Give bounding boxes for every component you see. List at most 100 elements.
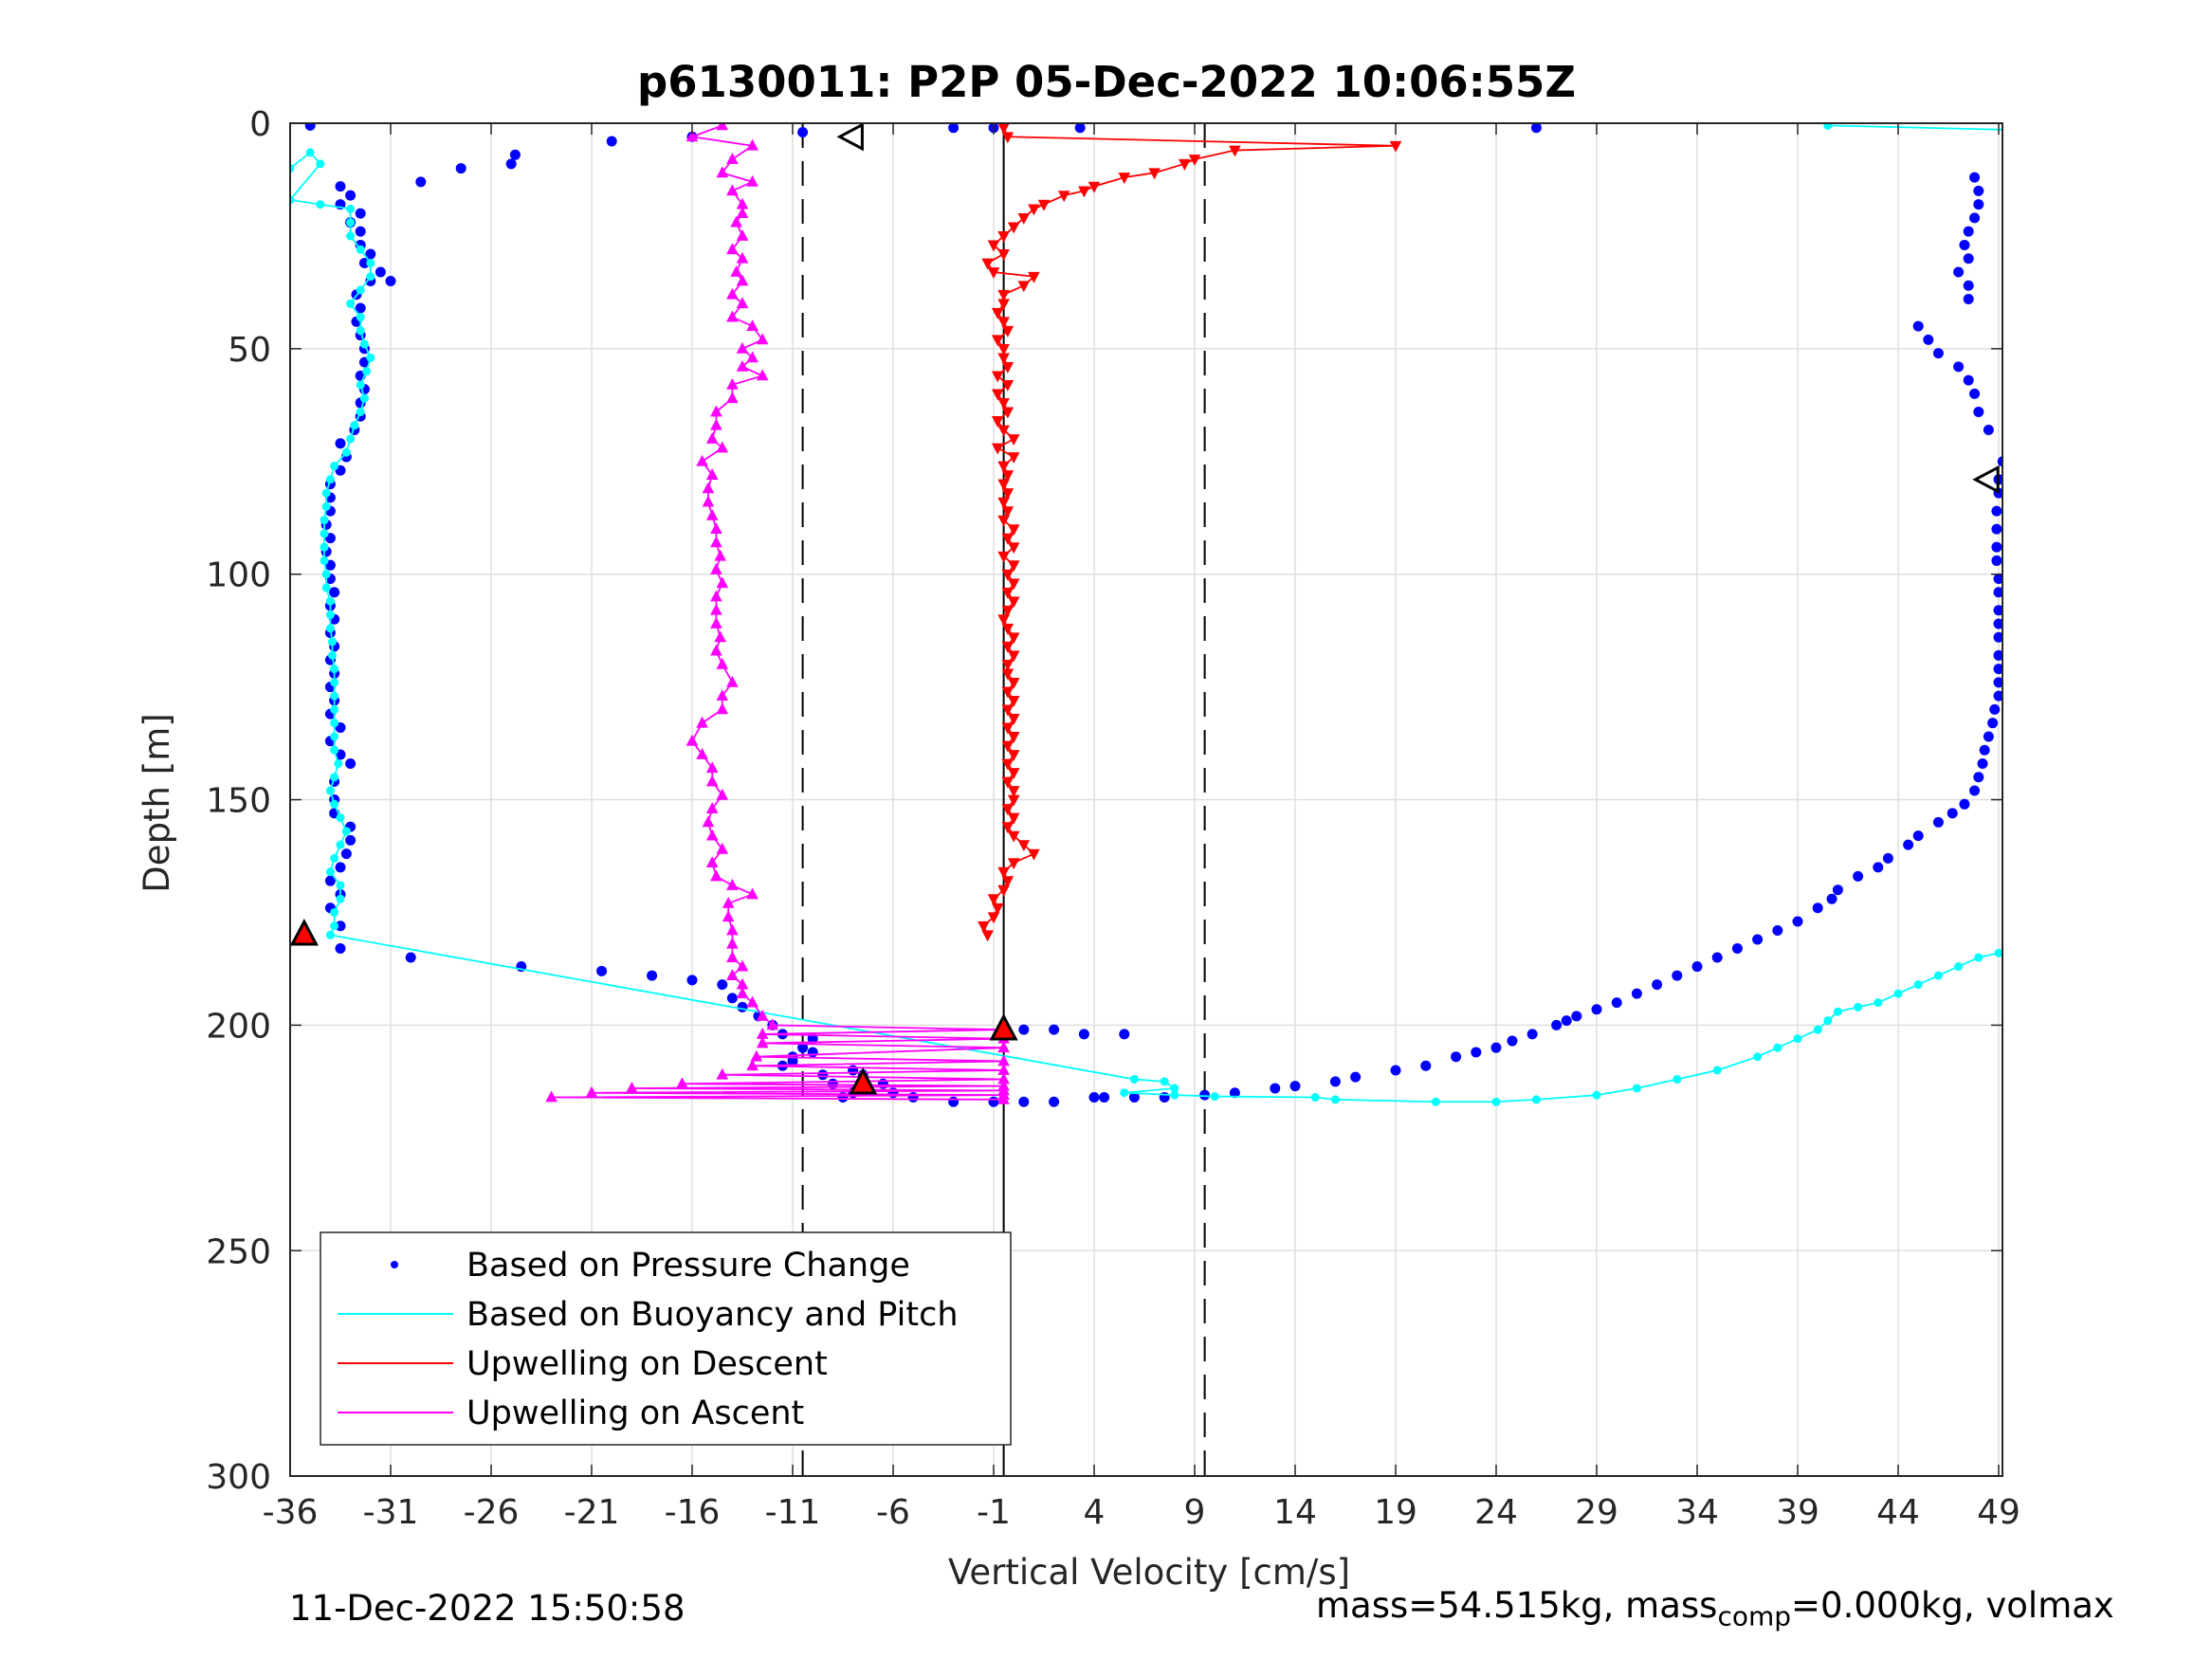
data-point <box>1118 173 1131 185</box>
data-point <box>1001 506 1015 519</box>
data-point <box>756 1009 769 1021</box>
data-point <box>991 335 1004 347</box>
data-point <box>1074 123 1086 134</box>
data-point <box>1028 848 1040 861</box>
data-point <box>1969 785 1981 796</box>
legend-label: Upwelling on Descent <box>466 1345 828 1383</box>
data-point <box>702 482 715 494</box>
data-point <box>1017 281 1031 293</box>
legend-box <box>320 1231 1012 1446</box>
legend-swatch <box>391 1261 398 1268</box>
data-point <box>981 930 994 942</box>
data-point <box>385 275 396 286</box>
data-point <box>585 1085 598 1098</box>
x-tick-label: 49 <box>1977 1493 2020 1532</box>
data-point <box>1983 731 1994 742</box>
data-point <box>686 734 699 746</box>
data-point <box>1526 1029 1538 1040</box>
data-point <box>696 747 708 759</box>
data-point <box>686 975 698 986</box>
data-point <box>356 313 365 322</box>
data-point <box>341 827 351 836</box>
data-point <box>335 862 346 873</box>
data-point <box>736 274 749 286</box>
data-point <box>324 875 336 886</box>
data-point <box>710 536 722 548</box>
data-point <box>366 353 375 362</box>
data-point <box>702 495 715 507</box>
data-point <box>736 251 749 264</box>
data-point <box>948 123 960 134</box>
x-tick-label: -16 <box>665 1493 721 1532</box>
data-point <box>797 1042 809 1053</box>
data-point <box>948 1096 960 1107</box>
data-point <box>710 562 722 574</box>
data-point <box>991 416 1004 428</box>
data-point <box>710 590 722 602</box>
data-point <box>1993 605 2002 616</box>
data-point <box>290 164 295 173</box>
data-point <box>375 266 386 278</box>
data-point <box>1953 361 1965 373</box>
data-point <box>1001 569 1015 581</box>
data-point <box>341 447 351 457</box>
x-tick-label: 24 <box>1474 1493 1518 1532</box>
data-point <box>817 1069 829 1081</box>
data-point <box>626 1081 638 1093</box>
data-point <box>1752 934 1764 945</box>
data-point <box>1431 1097 1440 1106</box>
data-point <box>997 299 1010 311</box>
data-point <box>356 326 365 336</box>
data-point <box>1691 961 1703 973</box>
data-point <box>1490 1042 1502 1053</box>
x-tick-label: -36 <box>263 1493 319 1532</box>
data-point <box>1210 1092 1219 1102</box>
data-point <box>746 174 759 187</box>
data-point <box>1001 659 1015 671</box>
data-point <box>730 264 742 277</box>
data-point <box>1007 578 1020 591</box>
data-point <box>334 758 343 768</box>
data-point <box>346 218 356 228</box>
data-point <box>716 689 729 702</box>
data-point <box>1007 596 1020 609</box>
event-marker <box>836 122 864 152</box>
data-point <box>997 289 1010 301</box>
data-point <box>710 405 722 417</box>
data-point <box>1551 1019 1563 1030</box>
data-point <box>716 166 729 178</box>
data-point <box>1389 140 1402 153</box>
data-point <box>997 866 1010 879</box>
data-point <box>716 788 729 800</box>
data-point <box>1037 199 1051 211</box>
data-point <box>545 1090 558 1103</box>
data-point <box>1711 952 1723 963</box>
data-point <box>1954 962 1964 972</box>
x-tick-label: -21 <box>564 1493 620 1532</box>
data-point <box>320 529 329 538</box>
data-point <box>1270 1083 1281 1094</box>
data-point <box>1561 1015 1572 1027</box>
x-tick-label: 14 <box>1273 1493 1317 1532</box>
data-point <box>710 617 722 629</box>
data-point <box>1001 407 1015 419</box>
data-point <box>714 549 726 561</box>
y-tick-label: 250 <box>206 1232 271 1271</box>
data-point <box>997 551 1010 563</box>
data-point <box>356 245 365 254</box>
data-point <box>1199 1089 1211 1101</box>
data-point <box>1874 998 1883 1008</box>
data-point <box>336 813 345 823</box>
data-point <box>1001 686 1015 699</box>
data-layer <box>290 123 2002 1107</box>
data-point <box>1088 1092 1100 1103</box>
data-point <box>746 138 759 151</box>
data-point <box>290 195 295 205</box>
mass-footer-text: mass=54.515kg, mass <box>1316 1585 1718 1626</box>
data-point <box>686 130 699 142</box>
data-point <box>987 267 1000 279</box>
data-point <box>1049 1096 1060 1107</box>
data-point <box>1997 456 2002 467</box>
data-point <box>710 418 722 430</box>
data-point <box>736 359 749 372</box>
